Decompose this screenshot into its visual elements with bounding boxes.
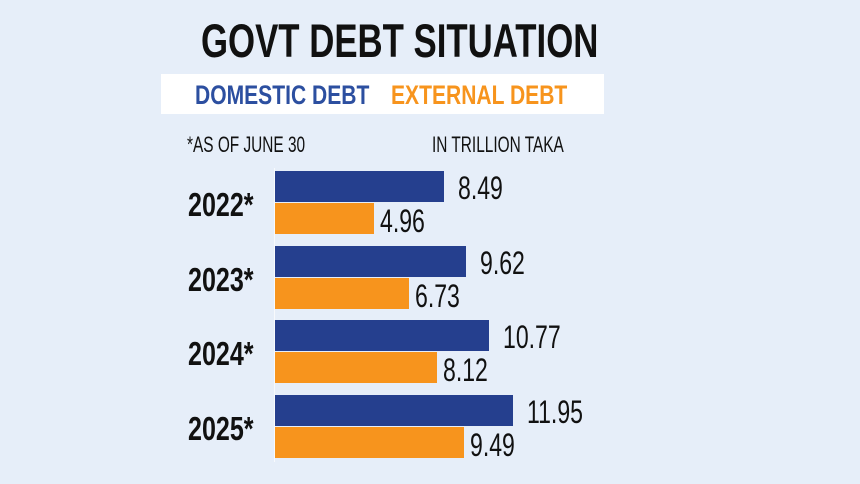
external-value-label: 8.12 xyxy=(443,352,488,388)
year-label: 2022* xyxy=(188,186,254,223)
domestic-debt-bar xyxy=(275,171,444,202)
legend-item-external-debt: EXTERNAL DEBT xyxy=(391,80,568,110)
external-debt-bar xyxy=(275,427,464,458)
year-label: 2025* xyxy=(188,410,254,447)
domestic-value-label: 9.62 xyxy=(480,245,525,281)
chart-title: GOVT DEBT SITUATION xyxy=(201,16,738,66)
unit-label: IN TRILLION TAKA xyxy=(432,132,564,157)
legend-item-domestic-debt: DOMESTIC DEBT xyxy=(195,80,370,110)
external-value-label: 4.96 xyxy=(380,203,425,239)
year-label: 2023* xyxy=(188,261,254,298)
legend xyxy=(161,74,604,114)
external-debt-bar xyxy=(275,352,437,383)
external-value-label: 6.73 xyxy=(415,278,460,314)
domestic-value-label: 10.77 xyxy=(503,319,561,355)
domestic-value-label: 11.95 xyxy=(527,394,583,430)
chart-title-text: GOVT DEBT SITUATION xyxy=(201,14,599,67)
external-debt-bar xyxy=(275,278,409,309)
year-label: 2024* xyxy=(188,335,254,372)
date-footnote: *AS OF JUNE 30 xyxy=(187,132,306,157)
domestic-debt-bar xyxy=(275,395,513,426)
domestic-debt-bar xyxy=(275,320,489,351)
domestic-value-label: 8.49 xyxy=(458,170,503,206)
external-debt-bar xyxy=(275,203,374,234)
axis-line xyxy=(274,168,275,462)
external-value-label: 9.49 xyxy=(470,427,515,463)
domestic-debt-bar xyxy=(275,246,466,277)
